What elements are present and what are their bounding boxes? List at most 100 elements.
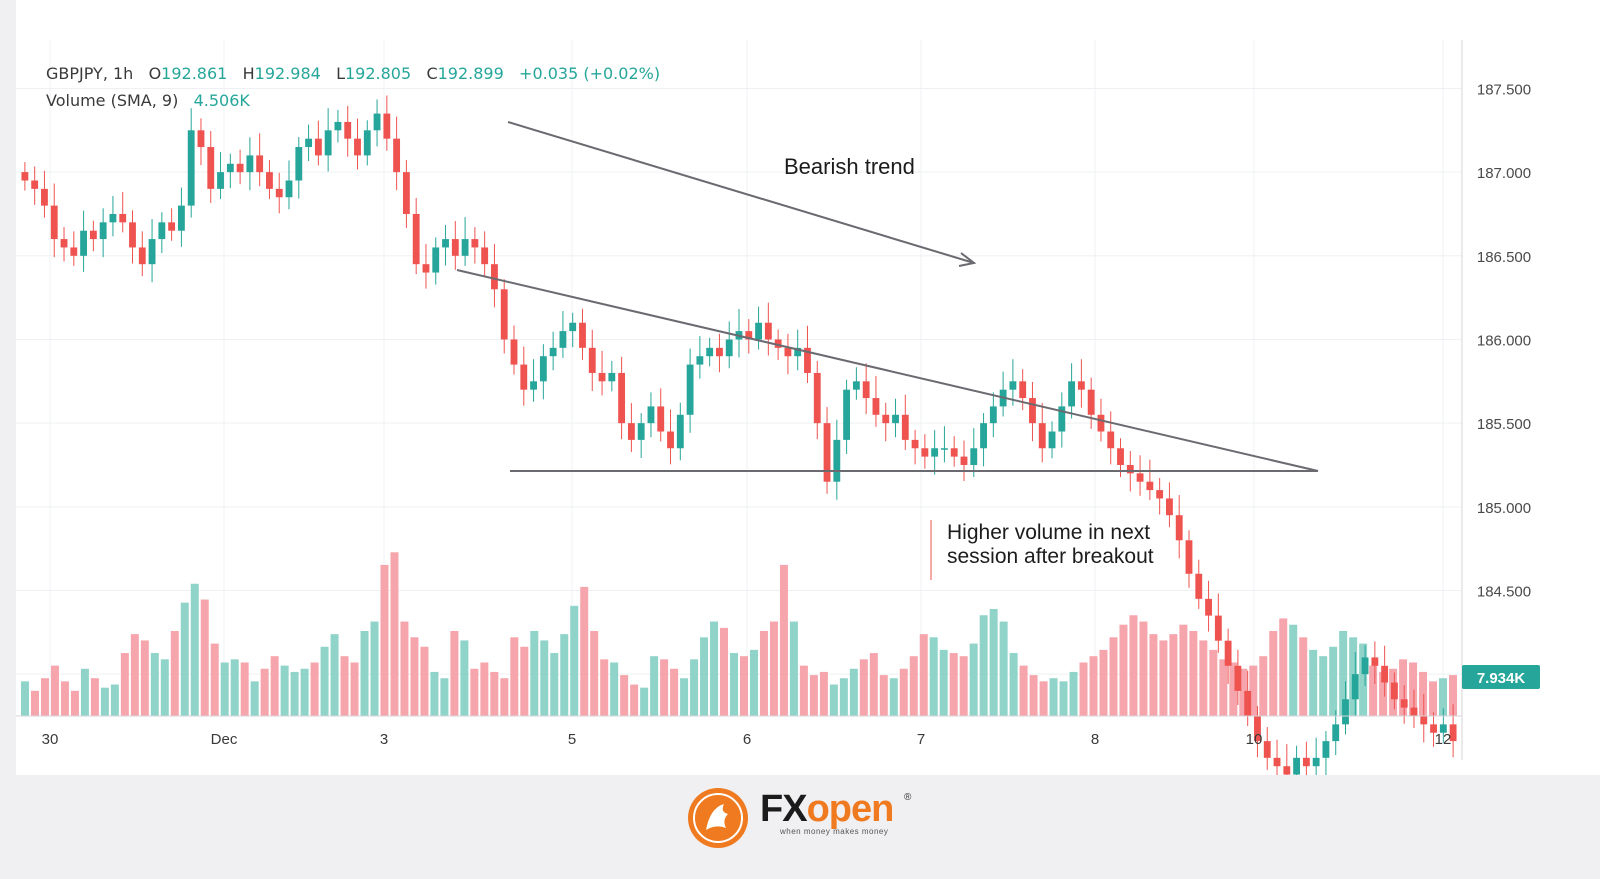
x-tick-label: 3 [380,731,388,748]
volume-bar [1099,649,1108,716]
volume-bar [60,681,69,716]
candle-body [520,364,528,390]
candle-body [363,130,371,156]
volume-bar [1409,662,1418,716]
candle-body [725,339,733,357]
volume-bar [1089,656,1098,716]
candle-body [1175,515,1183,541]
candle-body [1439,724,1447,733]
volume-bar [100,687,109,716]
volume-bar [1429,681,1438,716]
candle-body [1400,699,1408,708]
volume-bars [21,552,1457,716]
candle-body [559,331,567,348]
y-tick-label: 184.500 [1477,583,1531,600]
candle-body [1332,724,1340,742]
volume-bar [340,656,349,716]
candle-body [89,230,97,240]
volume-bar [1399,659,1408,716]
candle-body [637,423,645,440]
candle-body [80,230,88,256]
volume-bar [720,627,729,716]
volume-bar [1269,631,1278,716]
candle-body [412,213,420,265]
candle-body [442,239,449,248]
candle-body [1068,381,1076,407]
candle-body [41,188,48,206]
candle-body [813,372,821,424]
y-tick-label: 185.000 [1477,500,1531,517]
candle-body [892,414,899,424]
candle-body [618,372,626,424]
volume-bar [1289,624,1298,716]
candle-body [1234,665,1242,691]
candle-body [657,406,665,432]
candle-body [598,372,606,382]
candle-body [1273,757,1281,767]
volume-bar [829,684,838,716]
candle-body [530,381,537,390]
candle-body [911,439,919,449]
candle-body [21,172,29,181]
volume-bar [680,678,689,716]
candle-body [461,239,469,256]
volume-bar [899,668,908,716]
volume-bar [140,640,149,716]
price-chart[interactable]: Bearish trend Higher volume in next sess… [16,0,1600,775]
grid [16,40,1462,716]
candle-body [745,331,753,340]
volume-bar [500,678,509,716]
volume-bar [1229,662,1238,716]
volume-bar [540,640,549,716]
volume-legend-label: Volume (SMA, 9) [46,91,179,110]
candle-body [1302,757,1310,767]
descending-resistance-line [456,269,1319,472]
candle-body [696,356,704,365]
x-tick-label: 5 [568,731,576,748]
volume-bar [550,653,559,716]
volume-bar [1139,621,1148,716]
volume-bar [1049,678,1058,716]
volume-bar [660,659,669,716]
volume-bar [1169,634,1178,716]
volume-bar [1149,634,1158,716]
y-tick-label: 187.000 [1477,165,1531,182]
candle-body [1342,699,1349,725]
candle-body [1019,381,1027,399]
candle-body [1351,674,1359,700]
volume-bar [799,665,808,716]
legend-close-label: C [426,64,438,83]
candle-body [941,448,948,450]
axes [16,40,1463,760]
volume-bar [759,631,768,716]
volume-bar [620,675,629,716]
volume-bar [90,678,99,716]
volume-bar [1219,659,1228,716]
candle-body [1136,473,1144,482]
volume-bar [1069,671,1078,716]
candle-body [627,423,635,440]
volume-bar [889,678,898,716]
volume-bar [1449,675,1457,716]
candle-body [1283,766,1291,775]
candle-body [804,347,811,373]
candle-body [667,431,674,449]
candle-body [422,264,430,273]
time-axis-labels: 30 Dec 3 5 6 7 8 10 12 [42,731,1452,748]
candle-body [393,138,401,173]
volume-bar [839,678,848,716]
candle-body [226,163,234,173]
candle-body [1224,640,1232,666]
candle-body [334,121,342,131]
candle-body [706,347,714,357]
candle-body [1205,598,1212,616]
candle-body [324,130,332,156]
volume-bar [270,656,279,716]
candle-body [99,222,107,240]
candle-body [1038,423,1046,449]
candle-body [197,130,205,148]
annotations: Bearish trend Higher volume in next sess… [456,121,1319,580]
volume-bar [110,684,119,716]
candle-body [1371,657,1379,666]
candle-body [236,163,244,173]
